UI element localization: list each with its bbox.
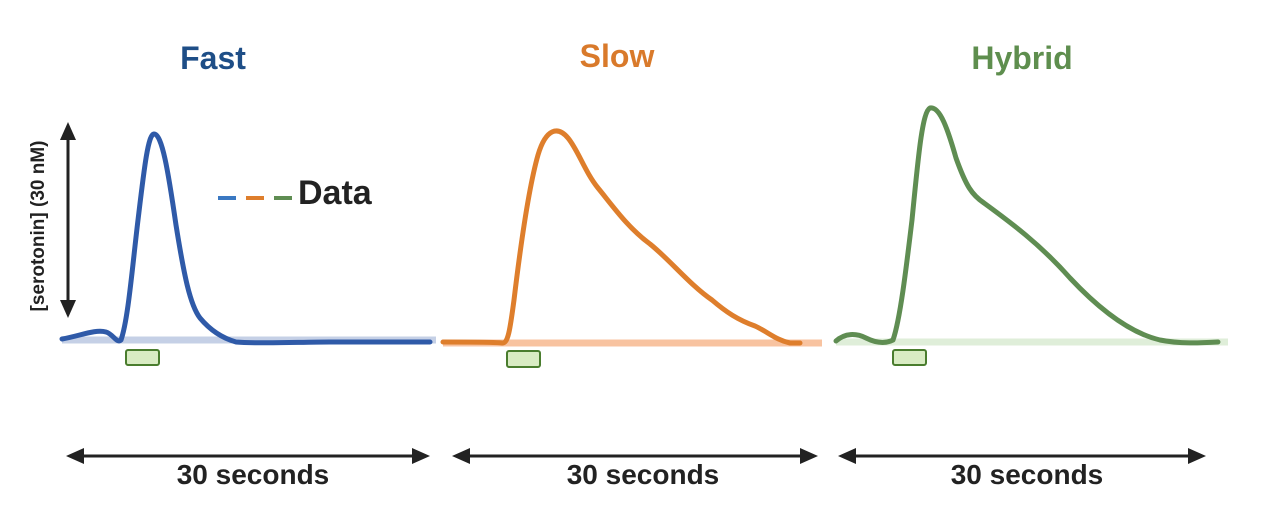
time-label-slow: 30 seconds: [567, 459, 720, 490]
panel-title-slow: Slow: [580, 38, 655, 74]
time-label-fast: 30 seconds: [177, 459, 330, 490]
y-axis-label: [serotonin] (30 nM): [28, 141, 49, 312]
trace-slow: [440, 128, 803, 346]
trace-fast: [59, 131, 433, 346]
stimulus-marker-slow: [506, 350, 541, 368]
panel-title-fast: Fast: [180, 40, 246, 76]
stimulus-marker-hybrid: [892, 349, 927, 366]
time-label-hybrid: 30 seconds: [951, 459, 1104, 490]
time-arrow-slow: [452, 448, 818, 464]
time-arrow-hybrid: [838, 448, 1206, 464]
panel-title-hybrid: Hybrid: [971, 40, 1072, 76]
time-arrow-fast: [66, 448, 430, 464]
legend: Data: [218, 174, 373, 212]
legend-label: Data: [298, 174, 373, 212]
stimulus-marker-fast: [125, 349, 160, 366]
concentration-scale-arrow: [60, 122, 76, 318]
trace-hybrid: [833, 105, 1221, 346]
